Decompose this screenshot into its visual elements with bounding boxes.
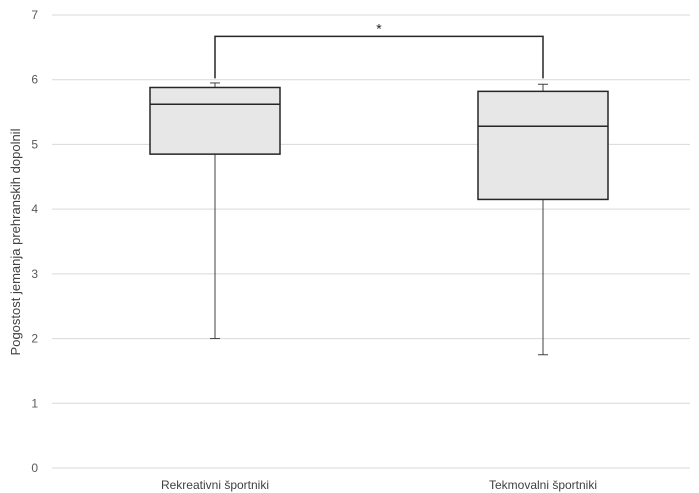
significance-bracket-line (214, 35, 544, 79)
significance-bracket: * (214, 20, 544, 79)
significance-marker: * (376, 20, 382, 36)
y-tick-label-5: 5 (31, 137, 38, 151)
box-1 (477, 83, 609, 356)
category-label-rekreativni: Rekreativni športniki (161, 478, 269, 492)
gridlines (52, 14, 690, 469)
box-rect-1 (477, 90, 609, 201)
y-tick-label-7: 7 (31, 8, 38, 22)
y-tick-label-0: 0 (31, 461, 38, 475)
y-tick-label-2: 2 (31, 332, 38, 346)
box-rect-0 (149, 86, 281, 155)
box-0 (149, 82, 281, 340)
category-label-tekmovalni: Tekmovalni športniki (489, 478, 597, 492)
boxes (149, 82, 609, 356)
y-axis-ticks: 0 1 2 3 4 5 6 7 (31, 8, 38, 475)
y-tick-label-4: 4 (31, 202, 38, 216)
y-tick-label-1: 1 (31, 396, 38, 410)
y-tick-label-3: 3 (31, 267, 38, 281)
x-axis-categories: Rekreativni športniki Tekmovalni športni… (161, 478, 597, 492)
y-tick-label-6: 6 (31, 73, 38, 87)
y-axis-label: Pogostost jemanja prehranskih dopolnil (8, 128, 23, 355)
